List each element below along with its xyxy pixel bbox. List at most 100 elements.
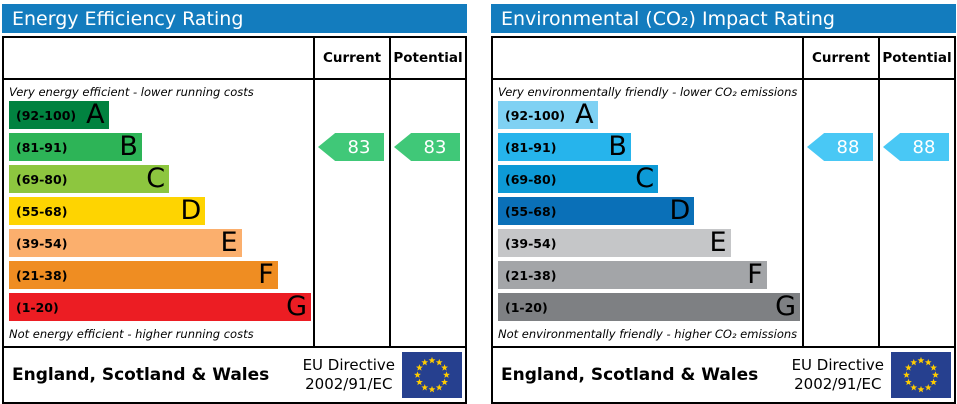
eu-flag-star — [930, 378, 937, 386]
rating-panel: Energy Efficiency Rating Current Potenti… — [2, 4, 467, 404]
table-footer: England, Scotland & Wales EU Directive 20… — [4, 346, 465, 402]
header-blank-cell — [493, 38, 802, 80]
potential-column-header: Potential — [389, 38, 465, 80]
header-blank-cell — [4, 38, 313, 80]
eu-flag-icon — [891, 352, 951, 398]
band-letter: F — [258, 259, 274, 290]
band-e: (39-54) E — [9, 229, 242, 257]
band-letter: E — [220, 227, 238, 258]
potential-column-header: Potential — [878, 38, 954, 80]
bands-area: Very energy efficient - lower running co… — [4, 80, 313, 346]
band-g: (1-20) G — [9, 293, 311, 321]
band-range-label: (39-54) — [16, 235, 68, 251]
band-a: (92-100) A — [9, 101, 109, 129]
band-range-label: (1-20) — [505, 299, 548, 315]
band-c: (69-80) C — [9, 165, 170, 193]
band-letter: C — [635, 163, 655, 194]
band-letter: F — [747, 259, 763, 290]
band-range-label: (69-80) — [505, 171, 557, 187]
current-column-header: Current — [802, 38, 878, 80]
eu-flag-star — [416, 378, 423, 386]
band-letter: D — [669, 195, 691, 226]
band-c: (69-80) C — [498, 163, 659, 194]
bands-list: (92-100) A (81-91) B (69-80) C (55-68) D (39-54)… — [9, 101, 311, 321]
band-range-label: (39-54) — [505, 235, 557, 251]
band-range-label: (1-20) — [16, 299, 59, 315]
band-range-label: (92-100) — [16, 107, 77, 123]
current-rating-arrow: 83 — [318, 133, 384, 161]
eu-flag-star — [421, 358, 429, 366]
eu-flag-star — [443, 371, 450, 378]
eu-flag-star — [917, 385, 925, 393]
eu-flag-star — [905, 378, 912, 386]
potential-value-cell: 88 — [878, 80, 954, 346]
rating-panel: Environmental (CO₂) Impact Rating Curren… — [491, 4, 956, 404]
band-range-label: (21-38) — [16, 267, 68, 283]
eu-flag-star — [421, 383, 429, 391]
bottom-note: Not energy efficient - higher running co… — [9, 327, 254, 341]
rating-table: Current Potential Very environmentally f… — [491, 36, 956, 404]
band-f: (21-38) F — [9, 261, 278, 289]
band-letter: A — [86, 99, 105, 130]
eu-directive-label: EU Directive 2002/91/EC — [302, 356, 395, 393]
band-range-label: (69-80) — [16, 171, 68, 187]
current-value-cell: 88 — [802, 80, 878, 346]
bands-list: (92-100) A (81-91) B (69-80) C (55-68) D (39-54)… — [498, 101, 800, 321]
eu-flag-star — [924, 358, 932, 366]
band-letter: D — [180, 195, 202, 226]
bottom-note: Not environmentally friendly - higher CO… — [498, 327, 798, 341]
band-letter: G — [775, 291, 796, 322]
band-e: (39-54) E — [498, 229, 731, 257]
band-b: (81-91) B — [9, 133, 142, 161]
bands-area: Very environmentally friendly - lower CO… — [493, 80, 802, 346]
eu-flag-star — [930, 364, 937, 371]
band-range-label: (55-68) — [16, 203, 68, 219]
eu-flag-star — [428, 385, 436, 393]
band-range-label: (21-38) — [505, 267, 557, 283]
table-footer: England, Scotland & Wales EU Directive 20… — [493, 346, 954, 402]
band-letter: B — [119, 131, 138, 162]
potential-rating-arrow: 88 — [883, 133, 949, 161]
eu-flag-star — [435, 383, 443, 391]
eu-flag-star — [917, 356, 925, 364]
top-note: Very environmentally friendly - lower CO… — [498, 85, 798, 99]
potential-rating-value: 83 — [423, 136, 447, 158]
eu-flag-star — [903, 371, 910, 378]
current-rating-value: 88 — [836, 136, 860, 158]
panel-title: Energy Efficiency Rating — [2, 4, 467, 33]
band-b: (81-91) B — [498, 133, 631, 161]
top-note: Very energy efficient - lower running co… — [9, 85, 254, 99]
current-column-header: Current — [313, 38, 389, 80]
band-letter: B — [608, 131, 627, 162]
current-rating-arrow: 88 — [807, 133, 873, 161]
band-d: (55-68) D — [9, 195, 206, 226]
eu-flag-star — [932, 371, 939, 378]
eu-flag-star — [910, 383, 918, 391]
eu-flag-star — [416, 364, 423, 371]
band-f: (21-38) F — [498, 261, 767, 289]
band-letter: E — [709, 227, 727, 258]
eu-flag-star — [441, 364, 448, 371]
eu-directive-label: EU Directive 2002/91/EC — [791, 356, 884, 393]
region-label: England, Scotland & Wales — [501, 365, 759, 385]
band-range-label: (92-100) — [505, 107, 566, 123]
rating-table: Current Potential Very energy efficient … — [2, 36, 467, 404]
band-g: (1-20) G — [498, 293, 800, 321]
eu-flag-star — [428, 356, 436, 364]
band-range-label: (81-91) — [505, 139, 557, 155]
eu-flag-star — [414, 371, 421, 378]
band-letter: A — [575, 99, 594, 130]
potential-rating-arrow: 83 — [394, 133, 460, 161]
potential-value-cell: 83 — [389, 80, 465, 346]
eu-flag-star — [905, 364, 912, 371]
band-a: (92-100) A — [498, 101, 598, 129]
current-rating-value: 83 — [347, 136, 371, 158]
potential-rating-value: 88 — [912, 136, 936, 158]
band-range-label: (81-91) — [16, 139, 68, 155]
band-range-label: (55-68) — [505, 203, 557, 219]
current-value-cell: 83 — [313, 80, 389, 346]
eu-flag-icon — [402, 352, 462, 398]
region-label: England, Scotland & Wales — [12, 365, 270, 385]
eu-flag-star — [435, 358, 443, 366]
